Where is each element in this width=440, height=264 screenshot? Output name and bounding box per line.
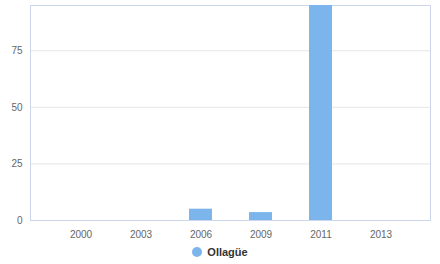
svg-text:0: 0 xyxy=(17,215,23,226)
svg-text:50: 50 xyxy=(11,102,23,113)
svg-text:2011: 2011 xyxy=(310,229,332,240)
html-text:Ollagüe: Ollagüe xyxy=(207,246,248,258)
svg-text:2000: 2000 xyxy=(70,229,93,240)
svg-text:2009: 2009 xyxy=(250,229,273,240)
svg-text:2003: 2003 xyxy=(130,229,153,240)
svg-text:2013: 2013 xyxy=(370,229,393,240)
svg-text:25: 25 xyxy=(11,158,23,169)
svg-text:2006: 2006 xyxy=(190,229,213,240)
svg-text:75: 75 xyxy=(11,45,23,56)
